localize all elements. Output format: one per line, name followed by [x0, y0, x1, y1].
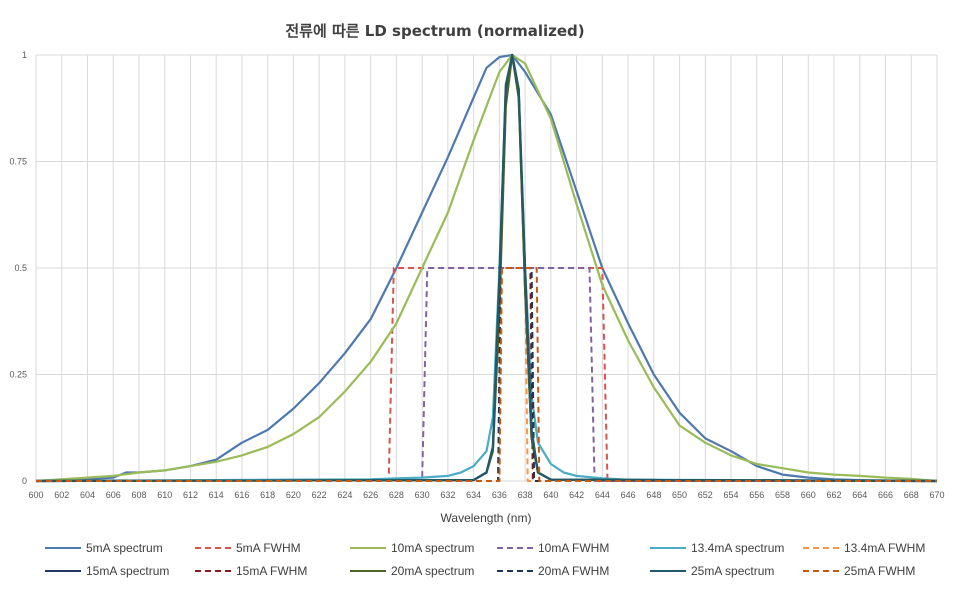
legend-label: 10mA FWHM — [538, 541, 609, 555]
grid-layer — [35, 54, 938, 482]
x-tick-label: 646 — [621, 490, 636, 500]
legend-label: 5mA FWHM — [236, 541, 301, 555]
legend-label: 10mA spectrum — [391, 541, 474, 555]
legend-label: 25mA spectrum — [691, 564, 774, 578]
x-tick-label: 604 — [80, 490, 95, 500]
x-tick-label: 650 — [672, 490, 687, 500]
legend: 5mA spectrum 5mA FWHM 10mA spectrum 10mA FW… — [45, 541, 925, 578]
x-tick-label: 622 — [312, 490, 327, 500]
x-tick-label: 652 — [698, 490, 713, 500]
x-tick-label: 620 — [286, 490, 301, 500]
x-tick-label: 616 — [234, 490, 249, 500]
x-tick-label: 648 — [646, 490, 661, 500]
legend-label: 20mA spectrum — [391, 564, 474, 578]
x-tick-label: 610 — [157, 490, 172, 500]
x-tick-label: 600 — [28, 490, 43, 500]
x-tick-label: 630 — [415, 490, 430, 500]
x-tick-label: 608 — [131, 490, 146, 500]
y-tick-label: 0.75 — [9, 157, 27, 167]
x-tick-label: 662 — [827, 490, 842, 500]
legend-label: 5mA spectrum — [86, 541, 163, 555]
x-tick-label: 624 — [337, 490, 352, 500]
y-tick-label: 0 — [22, 476, 27, 486]
x-tick-label: 658 — [775, 490, 790, 500]
x-tick-label: 664 — [852, 490, 867, 500]
x-tick-label: 666 — [878, 490, 893, 500]
y-tick-label: 1 — [22, 50, 27, 60]
x-tick-label: 642 — [569, 490, 584, 500]
x-tick-label: 670 — [929, 490, 944, 500]
legend-label: 15mA FWHM — [236, 564, 307, 578]
x-tick-label: 636 — [492, 490, 507, 500]
legend-label: 13.4mA spectrum — [691, 541, 784, 555]
tick-layer: 600 602 604 606 608 610 612 614 616 618 620 622 624 6… — [9, 50, 944, 500]
series-line — [35, 53, 938, 483]
x-tick-label: 628 — [389, 490, 404, 500]
x-tick-label: 626 — [363, 490, 378, 500]
legend-label: 25mA FWHM — [844, 564, 915, 578]
series-line — [35, 53, 938, 483]
y-tick-label: 0.25 — [9, 370, 27, 380]
x-tick-label: 602 — [54, 490, 69, 500]
legend-label: 20mA FWHM — [538, 564, 609, 578]
x-tick-label: 656 — [749, 490, 764, 500]
series-layer — [35, 53, 938, 483]
x-tick-label: 634 — [466, 490, 481, 500]
y-tick-label: 0.5 — [14, 263, 27, 273]
chart-title: 전류에 따른 LD spectrum (normalized) — [285, 22, 584, 40]
x-tick-label: 638 — [518, 490, 533, 500]
x-tick-label: 618 — [260, 490, 275, 500]
x-tick-label: 632 — [440, 490, 455, 500]
x-tick-label: 606 — [106, 490, 121, 500]
x-tick-label: 668 — [904, 490, 919, 500]
legend-label: 13.4mA FWHM — [844, 541, 925, 555]
x-tick-label: 612 — [183, 490, 198, 500]
legend-label: 15mA spectrum — [86, 564, 169, 578]
series-line — [36, 267, 937, 482]
x-axis-label: Wavelength (nm) — [441, 511, 532, 525]
x-tick-label: 654 — [724, 490, 739, 500]
x-tick-label: 644 — [595, 490, 610, 500]
x-tick-label: 614 — [209, 490, 224, 500]
x-tick-label: 660 — [801, 490, 816, 500]
x-tick-label: 640 — [543, 490, 558, 500]
